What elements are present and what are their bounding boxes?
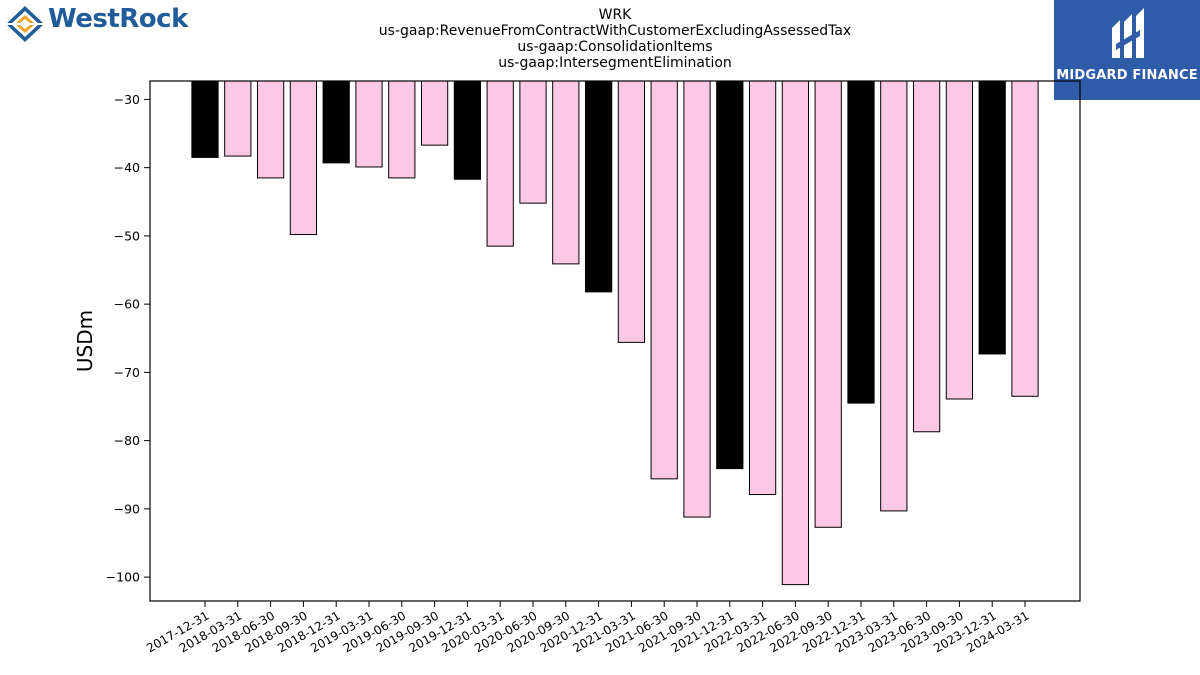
bar-2022-06-30 (781, 80, 810, 586)
bar-2021-06-30 (650, 80, 678, 480)
bar-2023-12-31 (978, 80, 1006, 355)
y-tick-label: −100 (106, 570, 140, 585)
bar-2020-03-31 (486, 80, 514, 247)
chart-title-concept: us-gaap:RevenueFromContractWithCustomerE… (378, 23, 852, 39)
westrock-logo (4, 4, 184, 44)
y-tick-label: −50 (114, 228, 140, 243)
bar-2022-09-30 (814, 80, 842, 528)
bar-2017-12-31 (191, 80, 219, 158)
bar-2023-06-30 (912, 80, 941, 433)
bar-2019-03-31 (355, 80, 383, 168)
westrock-logo-icon (6, 6, 44, 42)
bar-2023-03-31 (880, 80, 908, 512)
bar-2023-09-30 (945, 80, 974, 400)
bar-2018-06-30 (256, 80, 285, 179)
bar-2022-12-31 (847, 80, 875, 404)
bar-2021-12-31 (716, 80, 744, 470)
chart-title-ticker: WRK (598, 7, 632, 23)
bar-2022-03-31 (748, 80, 777, 496)
westrock-logo-text: WestRock (48, 4, 188, 34)
bar-2018-09-30 (289, 80, 318, 236)
bar-2021-03-31 (617, 80, 646, 343)
y-tick-label: −90 (114, 501, 140, 516)
y-tick-label: −30 (114, 92, 140, 107)
bar-2020-12-31 (584, 80, 613, 293)
bar-2020-09-30 (552, 80, 580, 265)
midgard-logo-text: MIDGARD FINANCE (1056, 68, 1198, 83)
midgard-logo-icon (1112, 8, 1144, 58)
chart-title-member: us-gaap:IntersegmentElimination (498, 55, 732, 71)
bar-2024-03-31 (1011, 80, 1039, 397)
bar-2021-09-30 (683, 80, 711, 518)
bar-2019-12-31 (453, 80, 482, 180)
midgard-finance-logo: MIDGARD FINANCE (1054, 0, 1200, 100)
y-tick-label: −60 (114, 297, 140, 312)
bar-2018-03-31 (224, 80, 252, 157)
bar-2019-09-30 (420, 80, 449, 146)
y-axis-label: USDm (73, 310, 97, 372)
bar-2019-06-30 (388, 80, 416, 179)
y-tick-label: −80 (114, 433, 140, 448)
y-tick-label: −70 (114, 365, 140, 380)
plot-frame (149, 80, 1081, 602)
y-tick-label: −40 (114, 160, 140, 175)
bar-2018-12-31 (322, 80, 350, 164)
bar-2020-06-30 (519, 80, 547, 204)
chart-title-axis: us-gaap:ConsolidationItems (517, 39, 713, 55)
